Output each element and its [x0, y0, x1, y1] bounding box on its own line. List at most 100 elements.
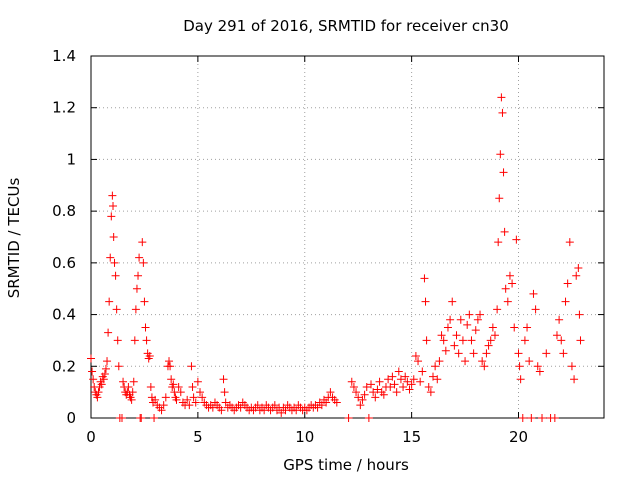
data-point: [99, 375, 108, 384]
data-point: [418, 367, 427, 376]
data-point: [498, 108, 507, 117]
data-point: [401, 372, 410, 381]
data-point: [362, 382, 371, 391]
data-point: [422, 336, 431, 345]
data-point: [221, 398, 230, 407]
data-point: [552, 331, 561, 340]
y-tick-label: 1: [66, 150, 76, 168]
data-point: [356, 401, 365, 410]
data-point: [561, 297, 570, 306]
data-point: [358, 395, 367, 404]
data-point: [388, 372, 397, 381]
data-point: [467, 336, 476, 345]
data-point: [157, 406, 166, 415]
data-point: [435, 357, 444, 366]
data-point: [100, 370, 109, 379]
x-tick-label: 15: [402, 428, 421, 446]
data-point: [124, 382, 133, 391]
data-point: [166, 362, 175, 371]
data-point: [458, 336, 467, 345]
data-point: [193, 377, 202, 386]
data-point: [456, 315, 465, 324]
data-point: [512, 235, 521, 244]
data-point: [109, 233, 118, 241]
data-point: [574, 264, 583, 273]
data-point: [111, 271, 120, 280]
data-point: [443, 323, 452, 332]
data-point: [183, 395, 192, 404]
y-tick-label: 0.8: [52, 202, 76, 220]
data-point: [253, 401, 262, 410]
data-point: [529, 289, 538, 298]
data-point: [480, 362, 489, 371]
data-point: [446, 315, 455, 324]
x-tick-label: 0: [86, 428, 96, 446]
data-point: [394, 367, 403, 376]
data-point: [575, 310, 584, 319]
data-point: [371, 393, 380, 402]
data-point: [97, 380, 106, 389]
data-point: [119, 377, 128, 386]
data-point: [542, 349, 551, 358]
data-point: [567, 362, 576, 371]
data-point: [349, 382, 358, 391]
data-point: [390, 380, 399, 389]
data-point: [495, 194, 504, 203]
data-point: [490, 331, 499, 340]
data-point: [117, 414, 126, 422]
data-point: [142, 336, 151, 345]
data-point: [452, 331, 461, 340]
data-point: [533, 362, 542, 371]
data-point: [420, 274, 429, 283]
data-point: [108, 191, 117, 200]
data-point: [411, 351, 420, 360]
data-point: [145, 351, 154, 360]
data-point: [563, 279, 572, 288]
data-point: [484, 341, 493, 350]
data-point: [220, 388, 229, 397]
data-point: [463, 320, 472, 329]
data-point: [113, 336, 122, 345]
data-point: [87, 354, 95, 363]
data-point: [176, 388, 185, 397]
data-point: [217, 406, 226, 415]
data-point: [572, 271, 581, 280]
data-point: [461, 357, 470, 366]
data-point: [219, 375, 228, 384]
data-point: [516, 375, 525, 384]
data-point: [523, 323, 532, 332]
data-point: [109, 201, 118, 210]
data-point: [347, 377, 356, 386]
data-point: [105, 297, 114, 306]
y-tick-label: 1.4: [52, 47, 76, 65]
data-point: [441, 346, 450, 355]
data-point: [555, 315, 564, 324]
data-point: [494, 238, 503, 247]
data-point: [527, 414, 536, 422]
data-point: [405, 385, 414, 394]
data-point: [354, 393, 363, 402]
x-tick-label: 5: [193, 428, 203, 446]
data-point: [508, 279, 517, 288]
data-point: [159, 401, 168, 410]
data-point: [165, 357, 174, 366]
data-point: [515, 362, 524, 371]
data-point: [520, 336, 529, 345]
data-point: [134, 271, 143, 280]
data-point: [140, 297, 149, 306]
data-point: [138, 238, 147, 247]
chart-title: Day 291 of 2016, SRMTID for receiver cn3…: [183, 17, 509, 35]
data-point: [478, 357, 487, 366]
y-tick-label: 0.2: [52, 357, 76, 375]
x-tick-label: 10: [295, 428, 314, 446]
data-point: [505, 271, 514, 280]
data-point: [112, 305, 121, 314]
data-point: [130, 336, 139, 345]
data-point: [486, 336, 495, 345]
data-point: [198, 393, 207, 402]
data-point: [127, 395, 136, 404]
data-point: [132, 284, 141, 293]
data-point: [426, 388, 435, 397]
data-point: [93, 393, 102, 402]
tick-labels: 0 5 10 15 20 0 0.2 0.4 0.6 0.8 1 1.2 1.4: [52, 47, 528, 446]
